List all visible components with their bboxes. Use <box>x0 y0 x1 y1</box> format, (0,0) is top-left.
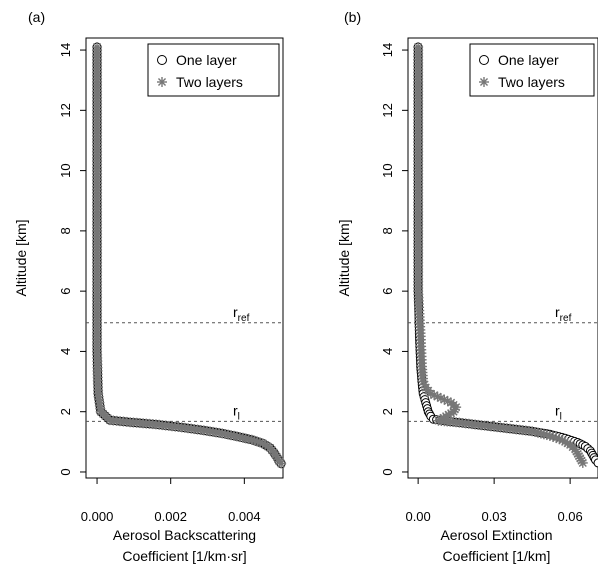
y-axis-label: Altitude [km] <box>13 219 29 296</box>
asterisk-stroke <box>578 458 587 467</box>
x-axis-label-line1: Aerosol Extinction <box>440 527 552 543</box>
legend-label: Two layers <box>498 74 565 90</box>
y-axis-label: Altitude [km] <box>336 219 352 296</box>
y-tick-label: 0 <box>380 468 395 475</box>
panel-a: (a) Altitude [km] Aerosol Backscattering… <box>13 9 287 564</box>
y-tick-label: 0 <box>58 468 73 475</box>
y-tick-label: 12 <box>58 103 73 117</box>
asterisk-stroke <box>552 434 561 443</box>
legend-label: One layer <box>498 52 559 68</box>
y-tick-label: 14 <box>380 43 395 57</box>
legend-box <box>147 43 280 97</box>
x-axis-label-line2: Coefficient [1/km] <box>443 548 551 564</box>
asterisk-stroke <box>426 389 435 398</box>
y-tick-label: 4 <box>58 348 73 355</box>
reference-line-label: rref <box>555 304 572 324</box>
asterisk-stroke <box>549 432 558 441</box>
asterisk-marker <box>157 77 167 87</box>
legend-label: Two layers <box>176 74 243 90</box>
series-one-layer <box>92 42 286 469</box>
y-tick-label: 8 <box>58 227 73 234</box>
x-axis-label-line1: Aerosol Backscattering <box>113 527 256 543</box>
y-tick-label: 10 <box>380 163 395 177</box>
y-tick-label: 2 <box>380 408 395 415</box>
series-two-layers <box>413 42 588 468</box>
x-axis-label-line2: Coefficient [1/km·sr] <box>122 548 246 564</box>
x-tick-label: 0.002 <box>154 509 187 524</box>
x-tick-label: 0.004 <box>228 509 261 524</box>
panel-label: (a) <box>28 9 45 25</box>
legend: One layer Two layers <box>147 43 280 97</box>
reference-line-label: rl <box>555 402 562 422</box>
asterisk-marker <box>276 458 287 469</box>
x-tick-label: 0.000 <box>81 509 114 524</box>
asterisk-stroke <box>440 395 449 404</box>
y-tick-label: 2 <box>58 408 73 415</box>
asterisk-stroke <box>436 394 445 403</box>
asterisk-marker <box>577 457 588 468</box>
asterisk-stroke <box>430 391 439 400</box>
asterisk-stroke <box>555 435 564 444</box>
x-tick-label: 0.03 <box>481 509 506 524</box>
panel-b: (b) Altitude [km] Aerosol Extinction Coe… <box>336 9 598 564</box>
asterisk-stroke <box>443 397 452 406</box>
x-tick-label: 0.00 <box>405 509 430 524</box>
y-tick-label: 4 <box>380 348 395 355</box>
legend-marker <box>479 55 489 65</box>
legend-box <box>469 43 595 97</box>
plot-frame <box>407 37 598 479</box>
asterisk-stroke <box>479 77 489 87</box>
legend-marker <box>157 55 167 65</box>
panel-label: (b) <box>344 9 361 25</box>
asterisk-stroke <box>277 459 286 468</box>
reference-line-label: rl <box>233 402 240 422</box>
y-tick-label: 6 <box>380 288 395 295</box>
asterisk-stroke <box>433 392 442 401</box>
legend-label: One layer <box>176 52 237 68</box>
y-tick-label: 8 <box>380 227 395 234</box>
asterisk-stroke <box>157 77 167 87</box>
y-tick-label: 12 <box>380 103 395 117</box>
y-tick-label: 6 <box>58 288 73 295</box>
y-tick-label: 14 <box>58 43 73 57</box>
asterisk-stroke <box>545 431 554 440</box>
y-tick-label: 10 <box>58 163 73 177</box>
reference-line-label: rref <box>233 304 250 324</box>
plot-frame <box>85 37 284 479</box>
x-tick-label: 0.06 <box>557 509 582 524</box>
asterisk-marker <box>479 77 489 87</box>
legend: One layer Two layers <box>469 43 595 97</box>
series-two-layers <box>92 42 287 469</box>
data-point <box>593 458 598 468</box>
series-one-layer <box>413 42 598 468</box>
